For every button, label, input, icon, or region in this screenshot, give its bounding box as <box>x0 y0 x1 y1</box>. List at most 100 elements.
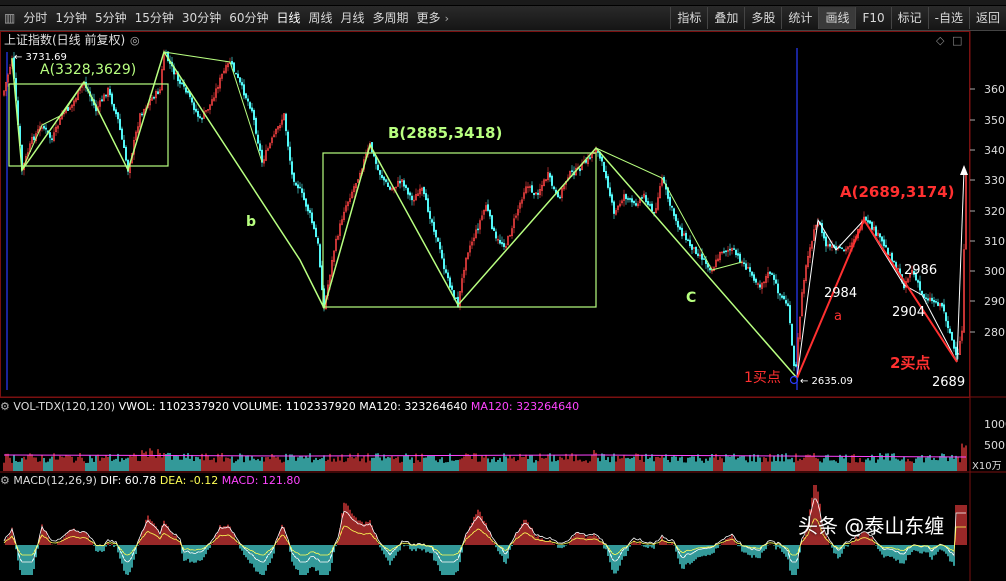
macd-bar <box>9 533 11 545</box>
candle-body <box>799 316 801 340</box>
button-watch[interactable]: -自选 <box>927 7 969 29</box>
macd-bar <box>465 534 467 545</box>
volume-bar <box>253 458 255 471</box>
candle-body <box>429 210 431 219</box>
candle-body <box>109 89 111 96</box>
stroke-line-white-2 <box>956 169 965 363</box>
volume-bar <box>617 456 619 471</box>
macd-bar <box>559 545 561 548</box>
volume-bar <box>785 453 787 471</box>
button-indicator[interactable]: 指标 <box>670 7 707 29</box>
button-back[interactable]: 返回 <box>968 7 1006 29</box>
tab-m1[interactable]: 1分钟 <box>55 11 87 25</box>
volume-bar <box>497 460 499 471</box>
ma120-value: MA120: 323264640 <box>359 400 468 413</box>
volume-bar <box>133 453 135 471</box>
volume-bar <box>909 461 911 471</box>
macd-bar <box>553 543 555 545</box>
candle-body <box>735 249 737 256</box>
ma120-value-2: MA120: 323264640 <box>470 400 580 413</box>
volume-bar <box>725 454 727 471</box>
volume-bar <box>677 460 679 471</box>
volume-bar <box>931 460 933 471</box>
tab-day[interactable]: 日线 <box>276 11 301 25</box>
volume-bar <box>901 459 903 471</box>
macd-bar <box>51 544 53 545</box>
candle-body <box>867 220 869 223</box>
macd-bar <box>515 533 517 545</box>
sub-stroke-3 <box>595 147 743 271</box>
tab-tick[interactable]: 分时 <box>23 11 48 25</box>
settings-icon[interactable]: ⚙ <box>0 400 10 413</box>
candle-body <box>803 280 805 294</box>
macd-bar <box>863 531 865 545</box>
candle-body <box>777 283 779 294</box>
candle-body <box>419 188 421 195</box>
macd-bar <box>111 544 113 545</box>
volume-bar <box>223 461 225 471</box>
candle-body <box>797 337 799 366</box>
volume-bar <box>897 459 899 471</box>
macd-bar <box>793 545 795 575</box>
button-mark[interactable]: 标记 <box>890 7 928 29</box>
volume-bar <box>387 456 389 471</box>
volume-bar <box>359 461 361 471</box>
candle-body <box>505 245 507 248</box>
macd-bar <box>135 545 137 555</box>
macd-bar <box>93 545 95 546</box>
macd-bar <box>399 545 401 551</box>
volume-bar <box>447 462 449 471</box>
volume-bar <box>471 458 473 471</box>
window-top-strip <box>0 0 1006 5</box>
volume-bar <box>467 454 469 471</box>
macd-bar <box>963 505 965 545</box>
candle-body <box>283 113 285 121</box>
macd-bar <box>775 545 777 550</box>
macd-bar <box>239 545 241 549</box>
button-overlay[interactable]: 叠加 <box>707 7 744 29</box>
volume-bar <box>537 461 539 471</box>
candle-body <box>353 186 355 193</box>
chevron-right-icon[interactable]: › <box>444 11 449 25</box>
macd-bar <box>211 543 213 545</box>
macd-bar <box>415 545 417 552</box>
toolbar-menu-icon[interactable]: ▥ <box>4 11 16 25</box>
tab-m60[interactable]: 60分钟 <box>229 11 269 25</box>
button-draw[interactable]: 画线 <box>818 7 856 29</box>
volume-bar <box>881 455 883 471</box>
tab-m30[interactable]: 30分钟 <box>181 11 222 25</box>
volume-bar <box>587 462 589 471</box>
candle-body <box>685 232 687 241</box>
volume-bar <box>81 457 83 471</box>
volume-bar <box>707 460 709 471</box>
tab-m5[interactable]: 5分钟 <box>95 11 127 25</box>
high-price-label: ← 3731.69 <box>14 52 67 63</box>
kline-chart[interactable]: 上证指数(日线 前复权) ◎ ◇ □ 360 350 340 330 320 310 300 290 2… <box>0 31 1006 581</box>
tab-week[interactable]: 周线 <box>308 11 333 25</box>
tab-m15[interactable]: 15分钟 <box>134 11 174 25</box>
button-f10[interactable]: F10 <box>855 7 890 29</box>
tab-multi[interactable]: 多周期 <box>372 11 409 25</box>
vol-label[interactable]: VOL-TDX(120,120) <box>13 400 116 413</box>
volume-bar <box>391 456 393 471</box>
volume-bar <box>825 455 827 471</box>
macd-bar <box>495 545 497 548</box>
volume-bar <box>763 457 765 471</box>
volume-bar <box>129 455 131 471</box>
volume-bar <box>911 461 913 471</box>
volume-bar <box>227 457 229 471</box>
settings-icon-2[interactable]: ⚙ <box>0 474 10 487</box>
pivot-box-1 <box>8 83 169 167</box>
volume-bar <box>229 458 231 471</box>
button-stats[interactable]: 统计 <box>781 7 818 29</box>
button-multistock[interactable]: 多股 <box>744 7 781 29</box>
tab-more[interactable]: 更多 <box>416 11 441 25</box>
volume-bar <box>197 457 199 471</box>
macd-label[interactable]: MACD(12,26,9) <box>13 474 97 487</box>
volume-bar <box>125 458 127 471</box>
tab-month[interactable]: 月线 <box>340 11 365 25</box>
volume-bar <box>577 460 579 471</box>
volume-bar <box>213 457 215 471</box>
volume-bar <box>27 454 29 471</box>
volume-bar <box>487 458 489 471</box>
